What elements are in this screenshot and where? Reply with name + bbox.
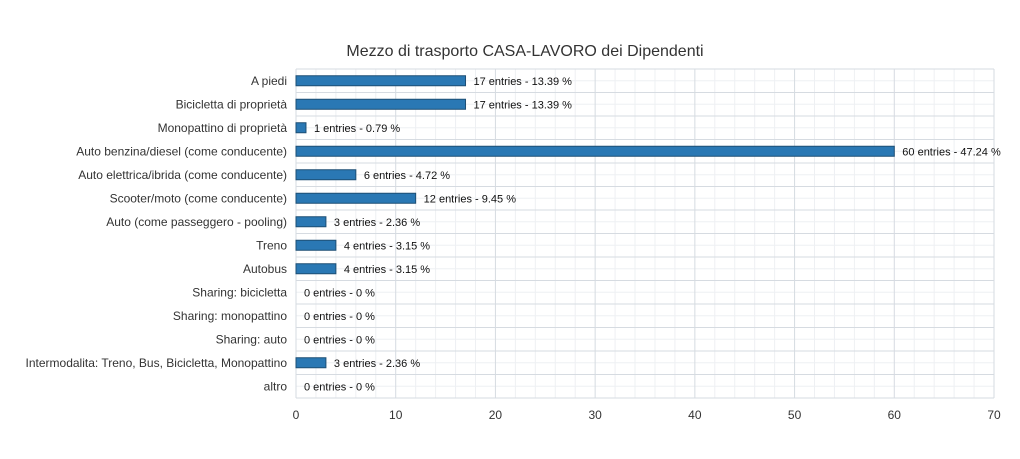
category-label: A piedi [251,74,287,88]
data-label: 0 entries - 0 % [304,287,375,299]
category-label: altro [264,379,288,393]
chart-title: Mezzo di trasporto CASA-LAVORO dei Dipen… [346,43,703,60]
category-label: Autobus [243,262,287,276]
x-tick-label: 10 [389,408,403,422]
category-label: Intermodalita: Treno, Bus, Bicicletta, M… [26,356,288,370]
x-tick-label: 70 [987,408,1001,422]
category-label: Auto benzina/diesel (come conducente) [76,144,287,158]
category-label: Sharing: bicicletta [192,285,287,299]
data-label: 3 entries - 2.36 % [334,358,420,370]
category-label: Sharing: monopattino [173,309,287,323]
x-tick-label: 40 [688,408,702,422]
x-axis-tick-labels: 0 10 20 30 40 50 60 70 [293,408,1001,422]
category-label: Scooter/moto (come conducente) [110,191,287,205]
bar [295,169,357,181]
data-label: 60 entries - 47.24 % [902,146,1001,158]
data-label: 6 entries - 4.72 % [364,170,450,182]
data-label: 1 entries - 0.79 % [314,123,400,135]
data-label: 4 entries - 3.15 % [344,264,430,276]
category-label: Treno [256,238,287,252]
category-label: Bicicletta di proprietà [176,97,288,111]
category-labels: A piedi Bicicletta di proprietà Monopattin… [26,74,288,394]
data-label: 17 entries - 13.39 % [474,76,573,88]
data-label: 3 entries - 2.36 % [334,217,420,229]
data-label: 0 entries - 0 % [304,334,375,346]
data-labels: 17 entries - 13.39 % 17 entries - 13.39 %… [304,76,1001,394]
bar [295,263,337,275]
grid [295,68,995,399]
x-tick-label: 0 [293,408,300,422]
data-label: 17 entries - 13.39 % [474,99,573,111]
data-label: 12 entries - 9.45 % [424,193,517,205]
x-tick-label: 50 [788,408,802,422]
x-tick-label: 60 [888,408,902,422]
bar [295,357,327,369]
data-label: 0 entries - 0 % [304,381,375,393]
category-label: Auto (come passeggero - pooling) [106,215,287,229]
bar [295,75,467,87]
bar [295,216,327,228]
bar [295,145,895,157]
x-tick-label: 20 [489,408,503,422]
category-label: Sharing: auto [216,332,288,346]
bar [295,122,307,134]
category-label: Monopattino di proprietà [158,121,288,135]
bar [295,239,337,251]
data-label: 4 entries - 3.15 % [344,240,430,252]
x-tick-label: 30 [588,408,602,422]
data-label: 0 entries - 0 % [304,311,375,323]
bar [295,192,417,204]
bar [295,98,467,110]
bars [295,75,895,369]
category-label: Auto elettrica/ibrida (come conducente) [78,168,287,182]
